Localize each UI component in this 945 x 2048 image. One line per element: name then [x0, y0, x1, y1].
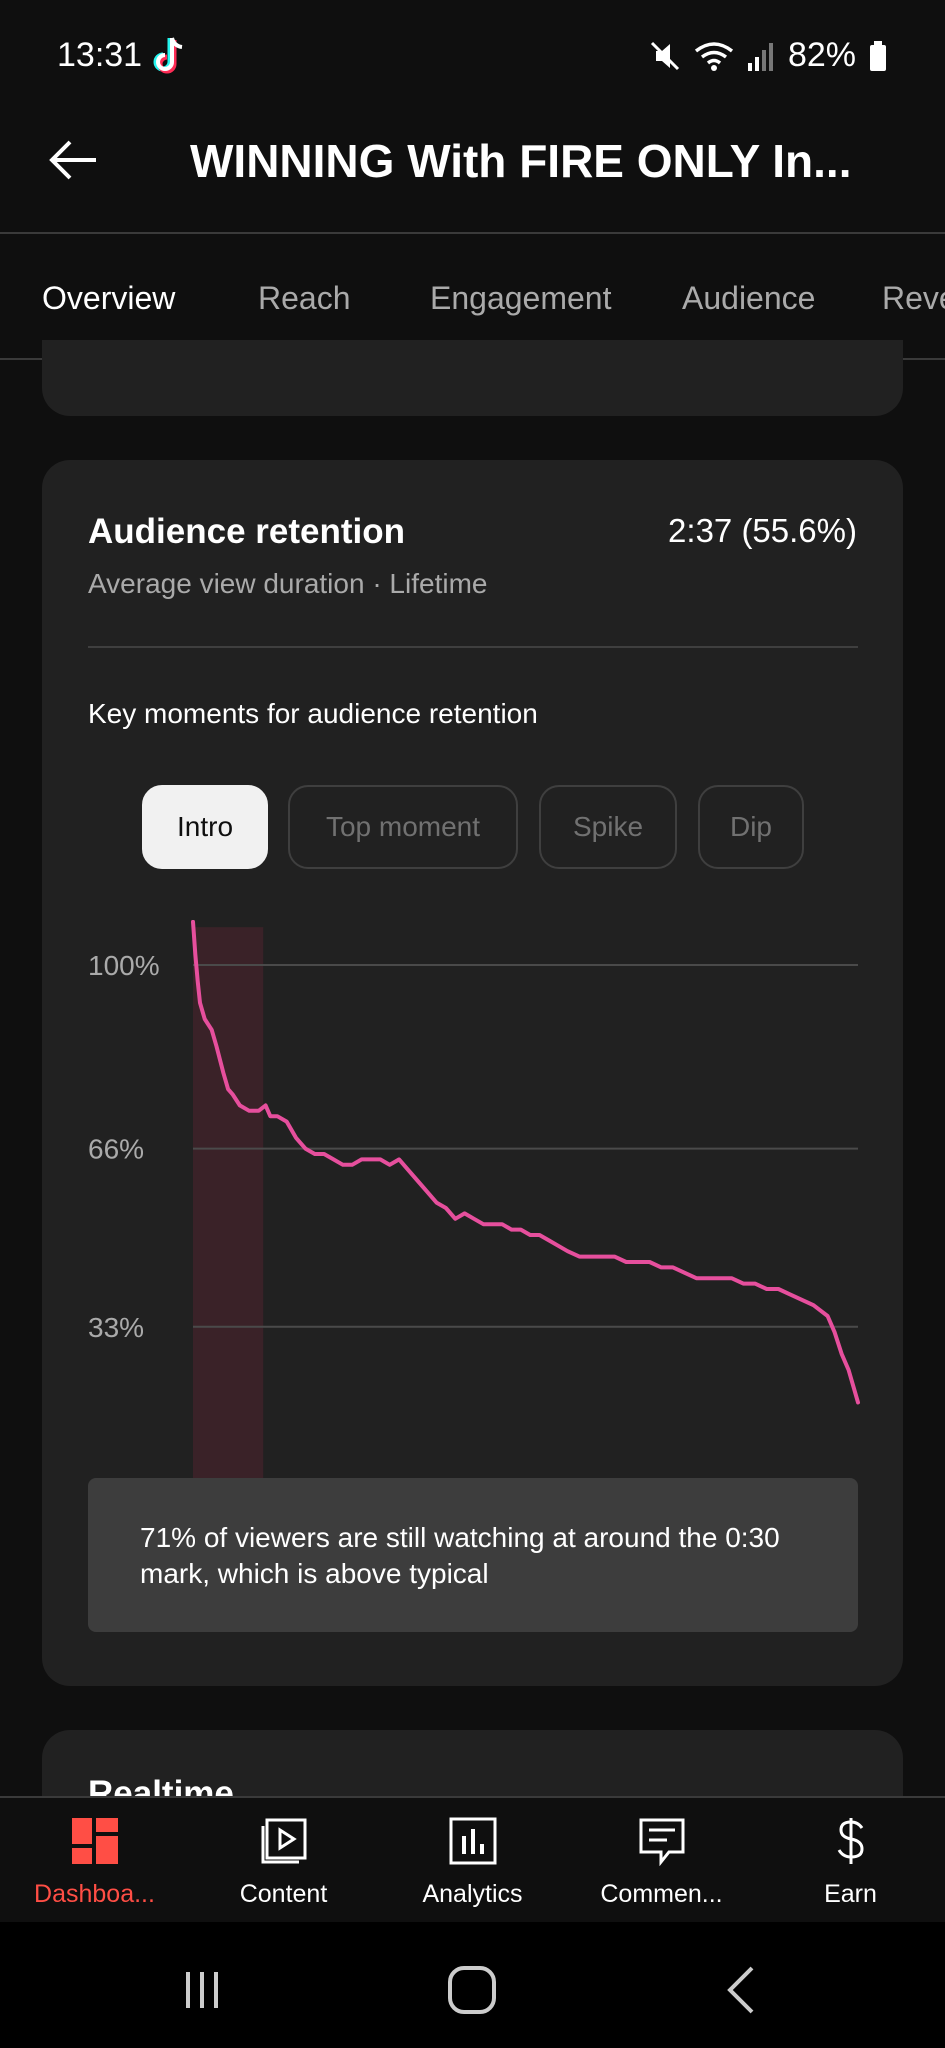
card-title: Audience retention [88, 512, 405, 551]
audience-retention-card: Audience retention 2:37 (55.6%) Average … [42, 460, 903, 1686]
chip-intro[interactable]: Intro [142, 785, 268, 869]
back-icon[interactable] [712, 1960, 772, 2020]
nav-analytics[interactable]: Analytics [378, 1798, 567, 1924]
key-moments-title: Key moments for audience retention [88, 698, 538, 729]
tab-audience[interactable]: Audience [682, 280, 816, 316]
system-nav-bar [0, 1922, 945, 2048]
previous-card [42, 340, 903, 416]
earn-icon [837, 1818, 864, 1864]
y-tick-label: 100% [88, 950, 160, 981]
status-icons: 82% [648, 36, 888, 75]
tiktok-icon [153, 37, 183, 74]
card-subtitle: Average view duration · Lifetime [88, 568, 488, 599]
analytics-icon [449, 1817, 497, 1865]
chip-top-moment[interactable]: Top moment [288, 785, 518, 869]
page-title: WINNING With FIRE ONLY In... [190, 135, 852, 187]
insight-text: 71% of viewers are still watching at aro… [140, 1522, 780, 1589]
wifi-icon [694, 41, 734, 71]
back-arrow-icon[interactable] [44, 130, 104, 190]
nav-label: Commen... [600, 1880, 723, 1908]
nav-dashboard[interactable]: Dashboa... [0, 1798, 189, 1924]
mute-icon [650, 41, 679, 70]
app-bar: WINNING With FIRE ONLY In... [0, 88, 945, 234]
status-time: 13:31 [57, 36, 143, 74]
recents-icon[interactable] [172, 1960, 232, 2020]
nav-label: Analytics [422, 1880, 523, 1908]
nav-label: Earn [824, 1880, 877, 1908]
nav-label: Dashboa... [34, 1880, 155, 1908]
tab-revenue[interactable]: Reve [882, 280, 945, 316]
chip-dip[interactable]: Dip [698, 785, 804, 869]
intro-highlight-band [193, 927, 264, 1505]
home-icon[interactable] [442, 1960, 502, 2020]
dashboard-icon [72, 1818, 118, 1864]
bottom-nav: Dashboa... Content Analytics Commen... [0, 1796, 945, 1922]
y-tick-label: 66% [88, 1134, 144, 1165]
chip-spike[interactable]: Spike [539, 785, 677, 869]
nav-earn[interactable]: Earn [756, 1798, 945, 1924]
retention-line [191, 920, 860, 1405]
nav-content[interactable]: Content [189, 1798, 378, 1924]
card-divider [88, 646, 858, 648]
y-tick-label: 33% [88, 1312, 144, 1343]
tab-overview[interactable]: Overview [42, 280, 176, 316]
status-bar: 13:31 82% [0, 0, 945, 88]
tab-reach[interactable]: Reach [258, 280, 351, 316]
average-view-duration-value: 2:37 (55.6%) [668, 512, 857, 549]
content-icon [261, 1818, 307, 1864]
nav-comments[interactable]: Commen... [567, 1798, 756, 1924]
insight-box: 71% of viewers are still watching at aro… [88, 1478, 858, 1632]
battery-percent: 82% [787, 36, 856, 74]
signal-icon [747, 42, 773, 71]
nav-label: Content [239, 1880, 328, 1908]
comments-icon [639, 1818, 685, 1866]
battery-icon [870, 40, 886, 71]
tab-engagement[interactable]: Engagement [430, 280, 612, 316]
